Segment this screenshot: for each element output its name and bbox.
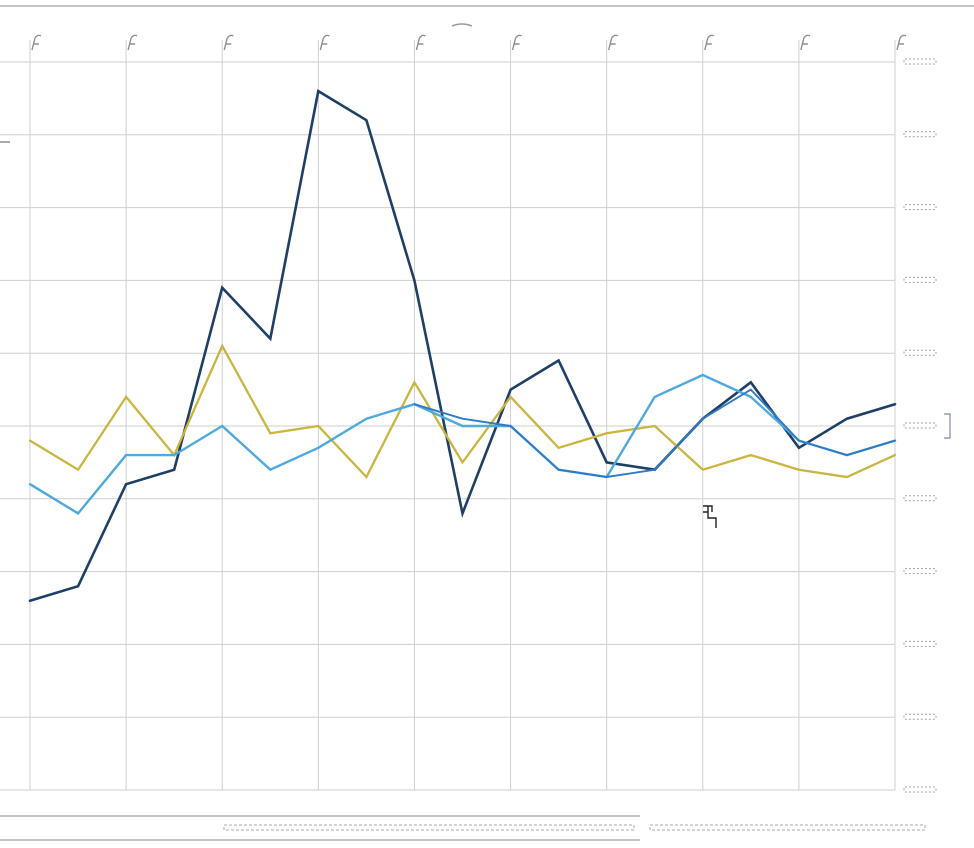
- y-tick-label: [903, 713, 937, 720]
- grid: [0, 40, 896, 791]
- top-axis-tick-mark: [800, 34, 811, 51]
- footer-text-row: [649, 824, 926, 831]
- y-tick-label: [903, 204, 937, 211]
- series-line-3: [28, 373, 897, 515]
- footer: [0, 815, 926, 841]
- top-center-mark: [451, 23, 473, 27]
- y-tick-label: [903, 276, 937, 283]
- y-tick-label: [903, 640, 937, 647]
- mouse-cursor-icon: [703, 505, 717, 528]
- series-lines: [28, 89, 897, 602]
- series-line-1: [28, 89, 897, 602]
- y-tick-label: [903, 58, 937, 65]
- top-axis-tick-mark: [127, 34, 138, 51]
- y-tick-label: [903, 422, 937, 429]
- top-axis-tick-mark: [704, 34, 715, 51]
- top-axis-tick-mark: [31, 34, 42, 51]
- y-tick-label: [903, 131, 937, 138]
- y-tick-label: [903, 568, 937, 575]
- top-axis-tick-mark: [896, 34, 907, 51]
- top-axis-tick-mark: [319, 34, 330, 51]
- top-axis-tick-mark: [415, 34, 426, 51]
- top-axis-tick-mark: [607, 34, 619, 51]
- y-tick-label: [903, 786, 937, 793]
- right-bracket-mark: [944, 413, 951, 439]
- top-axis-tick-mark: [511, 34, 522, 51]
- footer-text-row: [223, 824, 635, 831]
- top-axis-ticks: [31, 34, 907, 51]
- series-line-4: [413, 388, 896, 478]
- y-tick-label: [903, 495, 937, 502]
- top-axis-tick-mark: [223, 34, 234, 51]
- y-tick-label: [903, 349, 937, 356]
- y-axis-tick-labels: [903, 58, 937, 793]
